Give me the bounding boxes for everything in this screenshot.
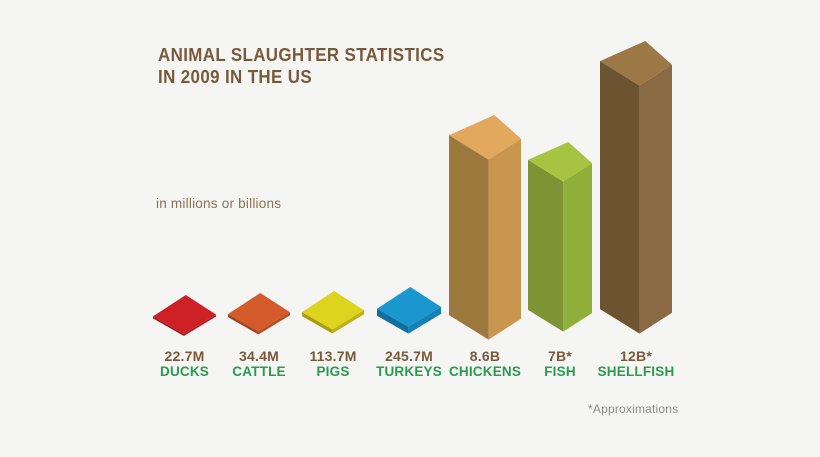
bar-label-chickens: 8.6B CHICKENS	[449, 348, 521, 380]
bar-face-top-shellfish	[600, 41, 672, 86]
bar-value-label: 245.7M	[385, 348, 433, 364]
bar-category-label: DUCKS	[159, 364, 210, 379]
bar-face-right-shellfish	[639, 64, 672, 334]
bar-face-right-cattle	[258, 312, 290, 335]
bar-label-ducks: 22.7M DUCKS	[160, 348, 209, 380]
bar-category-label: TURKEYS	[376, 364, 442, 379]
bar-label-pigs: 113.7M PIGS	[309, 348, 356, 380]
bar-value-label: 22.7M	[164, 348, 205, 364]
bar-face-left-chickens	[449, 135, 489, 340]
bar-value-label: 113.7M	[309, 348, 357, 364]
chart-unit-note: in millions or billions	[156, 195, 282, 211]
bar-category-label: SHELLFISH	[597, 364, 675, 379]
bar-face-left-turkeys	[377, 308, 409, 334]
bar-value-label: 34.4M	[239, 348, 279, 364]
bar-face-left-shellfish	[600, 61, 640, 334]
bar-face-top-ducks	[153, 295, 216, 335]
bar-face-top-pigs	[302, 291, 364, 330]
bar-category-label: PIGS	[316, 364, 350, 379]
bar-label-turkeys: 245.7M TURKEYS	[376, 348, 442, 380]
bar-label-shellfish: 12B* SHELLFISH	[598, 348, 675, 380]
chart-title: ANIMAL SLAUGHTER STATISTICS IN 2009 IN T…	[158, 44, 445, 88]
bar-category-label: CHICKENS	[448, 364, 522, 379]
bar-face-right-fish	[563, 163, 592, 332]
chart-title-line2: IN 2009 IN THE US	[158, 67, 313, 87]
bar-face-right-ducks	[183, 314, 216, 337]
bar-face-left-pigs	[302, 312, 333, 334]
bar-face-top-turkeys	[377, 287, 441, 327]
bar-face-right-chickens	[488, 138, 521, 340]
bar-category-label: CATTLE	[232, 364, 286, 379]
bar-face-top-cattle	[228, 293, 290, 332]
bar-value-label: 8.6B	[469, 348, 501, 364]
chart-title-line1: ANIMAL SLAUGHTER STATISTICS	[158, 45, 445, 65]
bar-value-label: 7B*	[548, 348, 572, 364]
footnote: *Approximations	[588, 402, 679, 416]
bar-category-label: FISH	[544, 364, 576, 379]
bar-face-top-fish	[528, 142, 592, 182]
bar-label-fish: 7B* FISH	[544, 348, 576, 380]
bar-face-right-pigs	[332, 310, 364, 334]
bar-face-left-cattle	[228, 314, 259, 335]
bar-label-cattle: 34.4M CATTLE	[232, 348, 285, 380]
bar-face-right-turkeys	[408, 306, 441, 334]
bar-face-left-ducks	[153, 316, 184, 337]
bar-value-label: 12B*	[620, 348, 652, 364]
bar-face-left-fish	[528, 159, 564, 332]
bar-face-top-chickens	[449, 115, 521, 160]
